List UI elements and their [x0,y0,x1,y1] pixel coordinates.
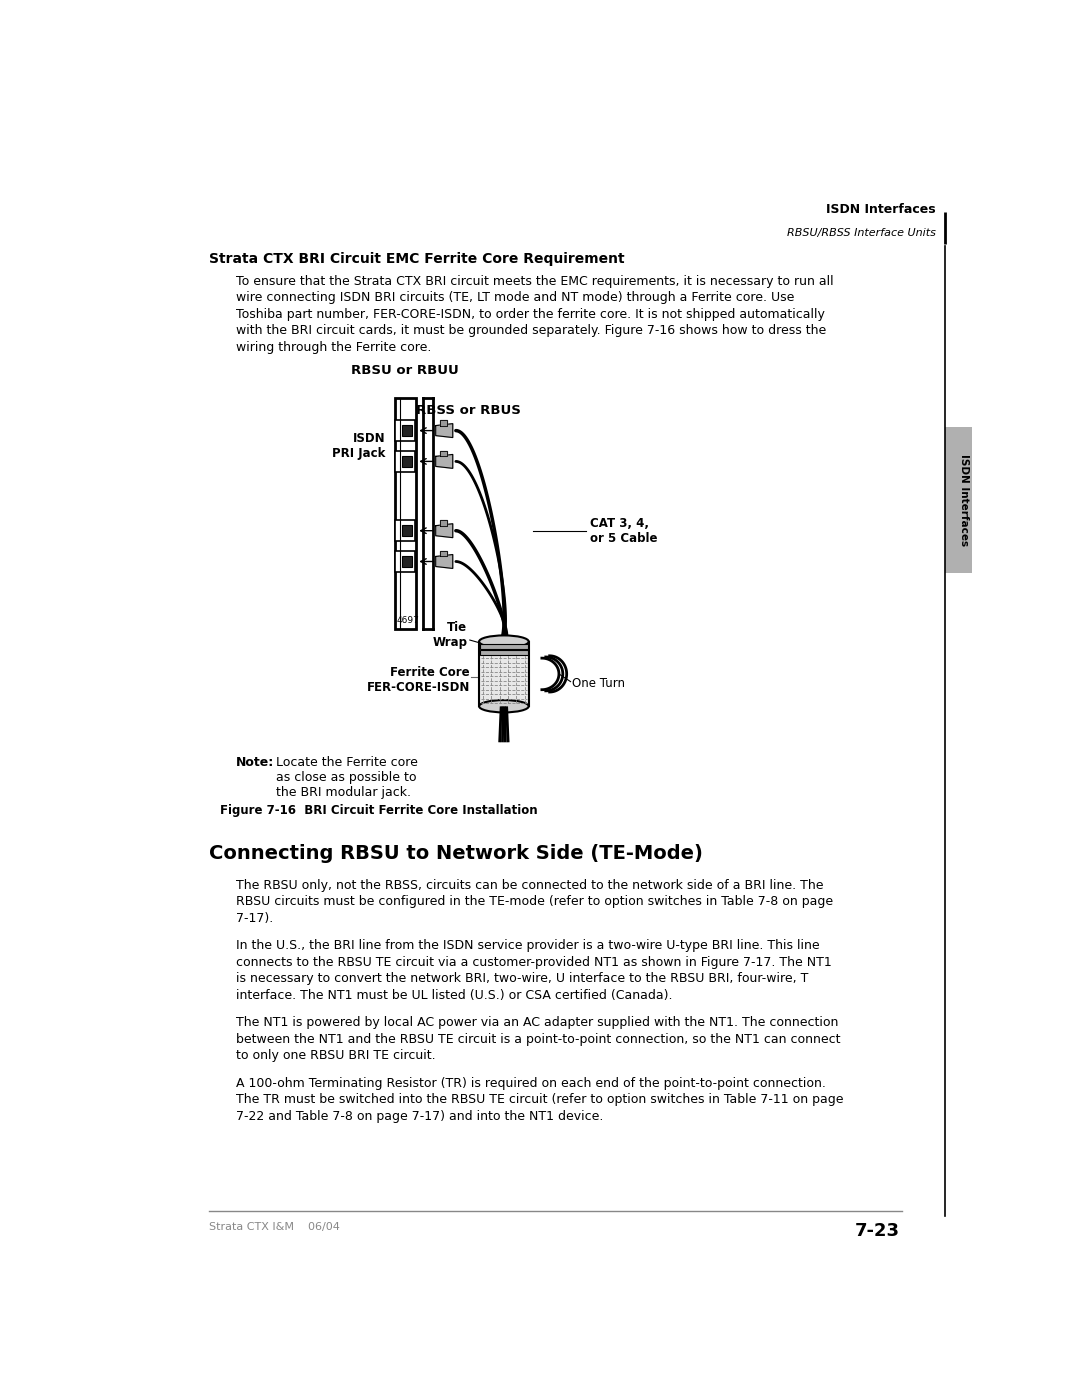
Text: ISDN
PRI Jack: ISDN PRI Jack [332,432,386,460]
Ellipse shape [480,636,529,648]
Text: 7-23: 7-23 [855,1222,900,1239]
Ellipse shape [480,700,529,712]
Polygon shape [440,520,447,525]
Text: One Turn: One Turn [572,676,625,690]
Bar [395,420,415,441]
Polygon shape [435,524,453,538]
Polygon shape [440,420,447,426]
Bar [402,556,413,567]
Bar [945,427,984,573]
Polygon shape [440,550,447,556]
Text: RBSS or RBUS: RBSS or RBUS [416,404,521,418]
Bar [480,650,528,655]
Text: The NT1 is powered by local AC power via an AC adapter supplied with the NT1. Th: The NT1 is powered by local AC power via… [235,1016,838,1030]
Text: Strata CTX I&M    06/04: Strata CTX I&M 06/04 [208,1222,339,1232]
Text: A 100-ohm Terminating Resistor (TR) is required on each end of the point-to-poin: A 100-ohm Terminating Resistor (TR) is r… [235,1077,825,1090]
Text: Figure 7-16  BRI Circuit Ferrite Core Installation: Figure 7-16 BRI Circuit Ferrite Core Ins… [220,805,538,817]
Bar [402,455,413,467]
Bar [395,520,415,542]
Text: 4697: 4697 [396,616,419,624]
Text: CAT 3, 4,
or 5 Cable: CAT 3, 4, or 5 Cable [590,517,658,545]
Text: interface. The NT1 must be UL listed (U.S.) or CSA certified (Canada).: interface. The NT1 must be UL listed (U.… [235,989,672,1002]
Text: between the NT1 and the RBSU TE circuit is a point-to-point connection, so the N: between the NT1 and the RBSU TE circuit … [235,1032,840,1046]
Text: is necessary to convert the network BRI, two-wire, U interface to the RBSU BRI, : is necessary to convert the network BRI,… [235,972,808,985]
Text: ISDN Interfaces: ISDN Interfaces [959,454,969,546]
Text: Locate the Ferrite core
as close as possible to
the BRI modular jack.: Locate the Ferrite core as close as poss… [276,756,418,799]
Text: Strata CTX BRI Circuit EMC Ferrite Core Requirement: Strata CTX BRI Circuit EMC Ferrite Core … [208,251,624,265]
Bar [395,550,415,573]
Text: The TR must be switched into the RBSU TE circuit (refer to option switches in Ta: The TR must be switched into the RBSU TE… [235,1094,843,1106]
Text: RBSU/RBSS Interface Units: RBSU/RBSS Interface Units [786,229,935,239]
Text: 7-22 and Table 7-8 on page 7-17) and into the NT1 device.: 7-22 and Table 7-8 on page 7-17) and int… [235,1109,603,1123]
Text: Tie
Wrap: Tie Wrap [432,622,468,650]
Bar [480,644,528,648]
Text: to only one RBSU BRI TE circuit.: to only one RBSU BRI TE circuit. [235,1049,435,1062]
Text: Connecting RBSU to Network Side (TE-Mode): Connecting RBSU to Network Side (TE-Mode… [208,844,702,863]
Text: The RBSU only, not the RBSS, circuits can be connected to the network side of a : The RBSU only, not the RBSS, circuits ca… [235,879,823,891]
Text: Ferrite Core
FER-CORE-ISDN: Ferrite Core FER-CORE-ISDN [366,666,470,694]
Text: RBSU or RBUU: RBSU or RBUU [351,363,459,377]
Text: Note:: Note: [235,756,274,770]
Polygon shape [435,454,453,468]
Text: with the BRI circuit cards, it must be grounded separately. Figure 7-16 shows ho: with the BRI circuit cards, it must be g… [235,324,826,337]
Bar [395,451,415,472]
Text: ISDN Interfaces: ISDN Interfaces [826,203,935,217]
Bar [480,641,529,707]
Polygon shape [435,423,453,437]
Text: To ensure that the Strata CTX BRI circuit meets the EMC requirements, it is nece: To ensure that the Strata CTX BRI circui… [235,275,834,288]
Text: connects to the RBSU TE circuit via a customer-provided NT1 as shown in Figure 7: connects to the RBSU TE circuit via a cu… [235,956,832,968]
Text: 7-17).: 7-17). [235,912,273,925]
Text: wire connecting ISDN BRI circuits (TE, LT mode and NT mode) through a Ferrite co: wire connecting ISDN BRI circuits (TE, L… [235,291,794,305]
Text: In the U.S., the BRI line from the ISDN service provider is a two-wire U-type BR: In the U.S., the BRI line from the ISDN … [235,939,820,953]
Text: Toshiba part number, FER-CORE-ISDN, to order the ferrite core. It is not shipped: Toshiba part number, FER-CORE-ISDN, to o… [235,307,825,321]
Polygon shape [440,451,447,457]
Text: wiring through the Ferrite core.: wiring through the Ferrite core. [235,341,431,353]
Polygon shape [435,555,453,569]
Bar [402,425,413,436]
Text: RBSU circuits must be configured in the TE-mode (refer to option switches in Tab: RBSU circuits must be configured in the … [235,895,833,908]
Bar [402,525,413,536]
Bar [394,398,416,629]
